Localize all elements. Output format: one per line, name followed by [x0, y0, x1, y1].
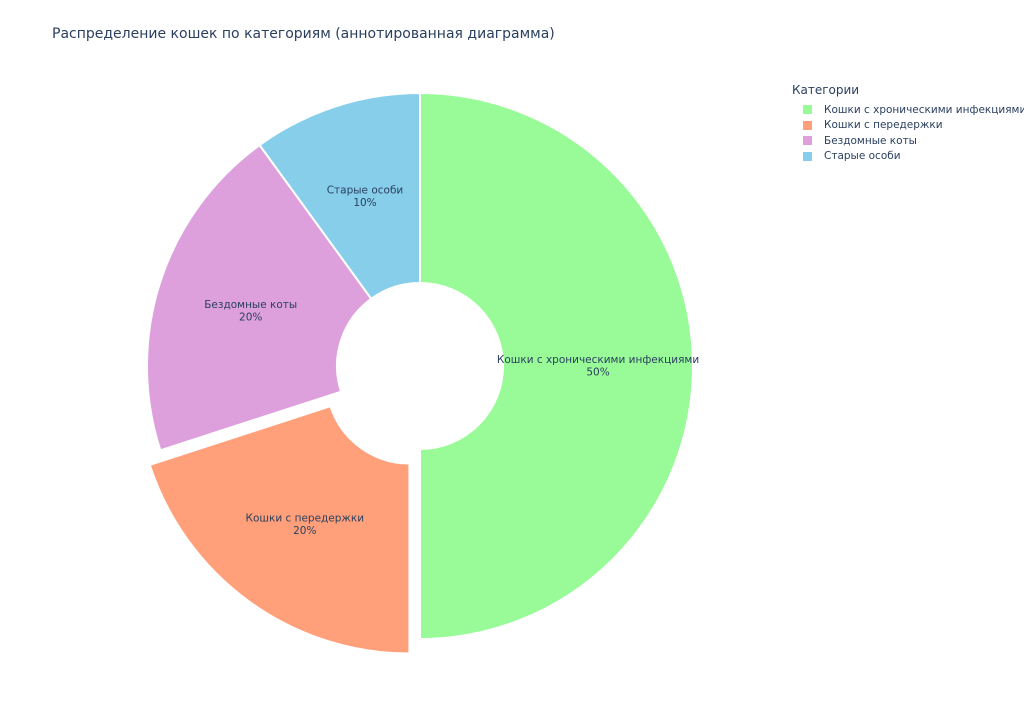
pie-slice[interactable] [419, 91, 694, 641]
legend: Категории Кошки с хроническими инфекциям… [792, 83, 1024, 164]
legend-title: Категории [792, 83, 860, 97]
pie-slice[interactable] [148, 404, 411, 655]
slice-label: Кошки с передержки 20% [246, 513, 365, 538]
pie-slice[interactable] [258, 91, 421, 301]
slice-label: Кошки с хроническими инфекциями 50% [497, 354, 699, 379]
legend-item[interactable]: Кошки с хроническими инфекциями [792, 102, 1024, 118]
slice-label: Бездомные коты 20% [204, 299, 297, 324]
slice-percent-label: 10% [353, 197, 376, 209]
slices-layer [146, 91, 694, 655]
slice-percent-label: 20% [239, 311, 262, 323]
legend-item[interactable]: Кошки с передержки [792, 118, 1024, 134]
legend-items: Кошки с хроническими инфекциями Кошки с п… [792, 102, 1024, 164]
legend-label: Старые особи [824, 150, 901, 163]
slice-percent-label: 20% [293, 525, 316, 537]
slice-label: Старые особи 10% [327, 185, 404, 210]
slice-category-label: Старые особи [327, 185, 404, 197]
legend-swatch [803, 120, 812, 130]
chart-title: Распределение кошек по категориям (аннот… [52, 26, 555, 42]
legend-swatch [803, 151, 812, 161]
legend-label: Бездомные коты [824, 134, 917, 147]
legend-item[interactable]: Бездомные коты [792, 133, 1024, 149]
labels-layer: Кошки с хроническими инфекциями 50%Кошки … [204, 185, 699, 537]
slice-category-label: Кошки с хроническими инфекциями [497, 354, 699, 366]
legend-label: Кошки с передержки [824, 119, 943, 132]
slice-percent-label: 50% [586, 367, 609, 379]
pie-slice[interactable] [146, 143, 373, 452]
legend-label: Кошки с хроническими инфекциями [824, 103, 1024, 116]
legend-swatch [803, 105, 812, 115]
legend-item[interactable]: Старые особи [792, 149, 1024, 165]
legend-swatch [803, 136, 812, 146]
slice-category-label: Кошки с передержки [246, 513, 365, 525]
slice-category-label: Бездомные коты [204, 299, 297, 311]
